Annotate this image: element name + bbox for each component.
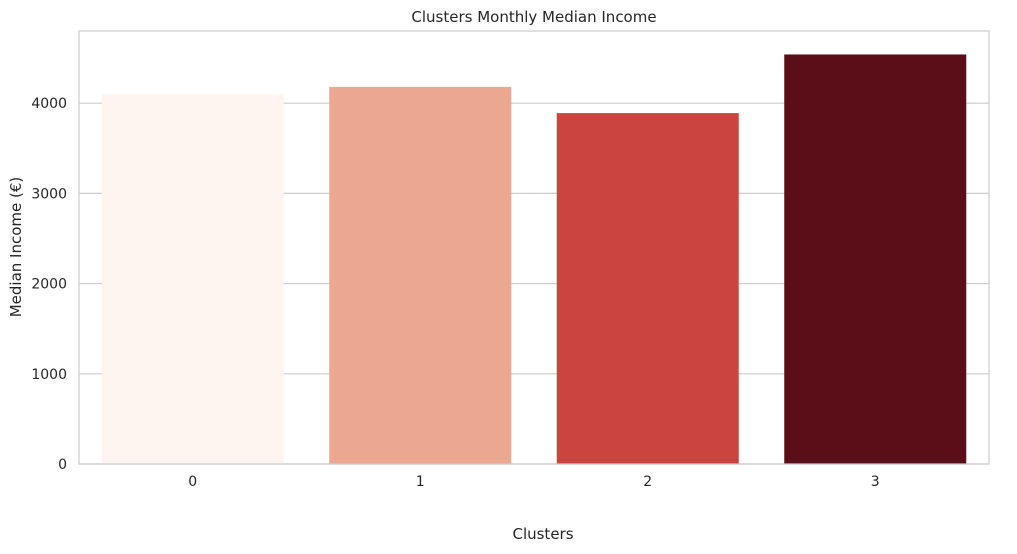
x-tick-label: 2: [643, 474, 652, 490]
y-tick-labels: 0 1000 2000 3000 4000: [31, 96, 67, 473]
x-tick-label: 0: [188, 474, 197, 490]
x-tick-label: 1: [416, 474, 425, 490]
y-tick-label: 2000: [31, 277, 67, 293]
bar-cluster-2: [556, 113, 739, 464]
y-tick-label: 1000: [31, 367, 67, 383]
bar-cluster-1: [329, 86, 512, 464]
y-tick-label: 4000: [31, 96, 67, 112]
x-axis-label: Clusters: [512, 525, 573, 543]
chart-title: Clusters Monthly Median Income: [411, 8, 656, 26]
x-tick-label: 3: [871, 474, 880, 490]
x-tick-labels: 0 1 2 3: [188, 474, 879, 490]
bars: [101, 54, 967, 465]
y-tick-label: 3000: [31, 186, 67, 202]
y-axis-label: Median Income (€): [7, 177, 25, 318]
plot-area-border: [78, 30, 990, 465]
bar-cluster-0: [101, 94, 284, 464]
y-tick-label: 0: [58, 457, 67, 473]
bar-cluster-3: [784, 54, 967, 465]
